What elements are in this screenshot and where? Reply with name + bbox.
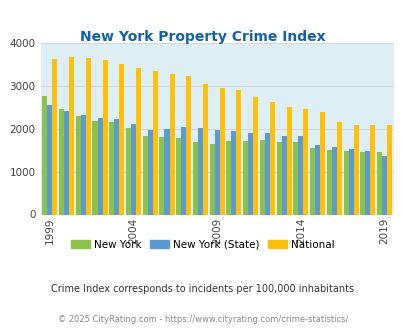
Bar: [219, 88, 224, 214]
Bar: [320, 113, 324, 214]
Bar: [376, 152, 381, 214]
Bar: [369, 125, 375, 214]
Bar: [181, 127, 186, 214]
Bar: [303, 109, 308, 214]
Bar: [381, 156, 386, 214]
Bar: [59, 109, 64, 214]
Bar: [64, 111, 69, 214]
Bar: [293, 143, 298, 214]
Bar: [269, 102, 274, 214]
Bar: [259, 140, 264, 214]
Bar: [176, 138, 181, 214]
Bar: [109, 122, 114, 214]
Bar: [85, 58, 91, 214]
Bar: [152, 71, 158, 215]
Bar: [186, 76, 191, 214]
Bar: [243, 141, 247, 214]
Bar: [343, 151, 348, 214]
Bar: [143, 136, 147, 214]
Bar: [97, 117, 102, 214]
Bar: [236, 90, 241, 214]
Bar: [147, 130, 152, 214]
Bar: [247, 133, 253, 214]
Bar: [226, 141, 231, 214]
Bar: [360, 152, 364, 214]
Bar: [81, 115, 85, 214]
Bar: [159, 137, 164, 214]
Bar: [69, 57, 74, 215]
Bar: [364, 151, 369, 214]
Bar: [314, 145, 320, 214]
Bar: [214, 130, 219, 214]
Text: © 2025 CityRating.com - https://www.cityrating.com/crime-statistics/: © 2025 CityRating.com - https://www.city…: [58, 315, 347, 324]
Bar: [47, 105, 52, 214]
Bar: [131, 123, 136, 214]
Bar: [42, 96, 47, 214]
Bar: [136, 68, 141, 214]
Legend: New York, New York (State), National: New York, New York (State), National: [67, 236, 338, 254]
Bar: [331, 147, 336, 214]
Bar: [281, 136, 286, 214]
Bar: [192, 142, 198, 214]
Bar: [253, 96, 258, 214]
Bar: [198, 128, 202, 214]
Bar: [386, 125, 391, 214]
Bar: [52, 59, 57, 214]
Bar: [164, 129, 169, 214]
Bar: [169, 74, 174, 214]
Bar: [119, 64, 124, 214]
Bar: [126, 128, 131, 214]
Bar: [202, 84, 207, 214]
Bar: [309, 148, 314, 214]
Bar: [336, 122, 341, 214]
Bar: [76, 116, 81, 214]
Bar: [102, 60, 107, 214]
Bar: [348, 149, 353, 214]
Text: Crime Index corresponds to incidents per 100,000 inhabitants: Crime Index corresponds to incidents per…: [51, 284, 354, 294]
Bar: [92, 121, 97, 214]
Text: New York Property Crime Index: New York Property Crime Index: [80, 30, 325, 44]
Bar: [353, 125, 358, 214]
Bar: [286, 107, 291, 214]
Bar: [209, 144, 214, 214]
Bar: [326, 150, 331, 214]
Bar: [276, 142, 281, 214]
Bar: [264, 133, 269, 214]
Bar: [231, 131, 236, 214]
Bar: [298, 136, 303, 214]
Bar: [114, 119, 119, 214]
